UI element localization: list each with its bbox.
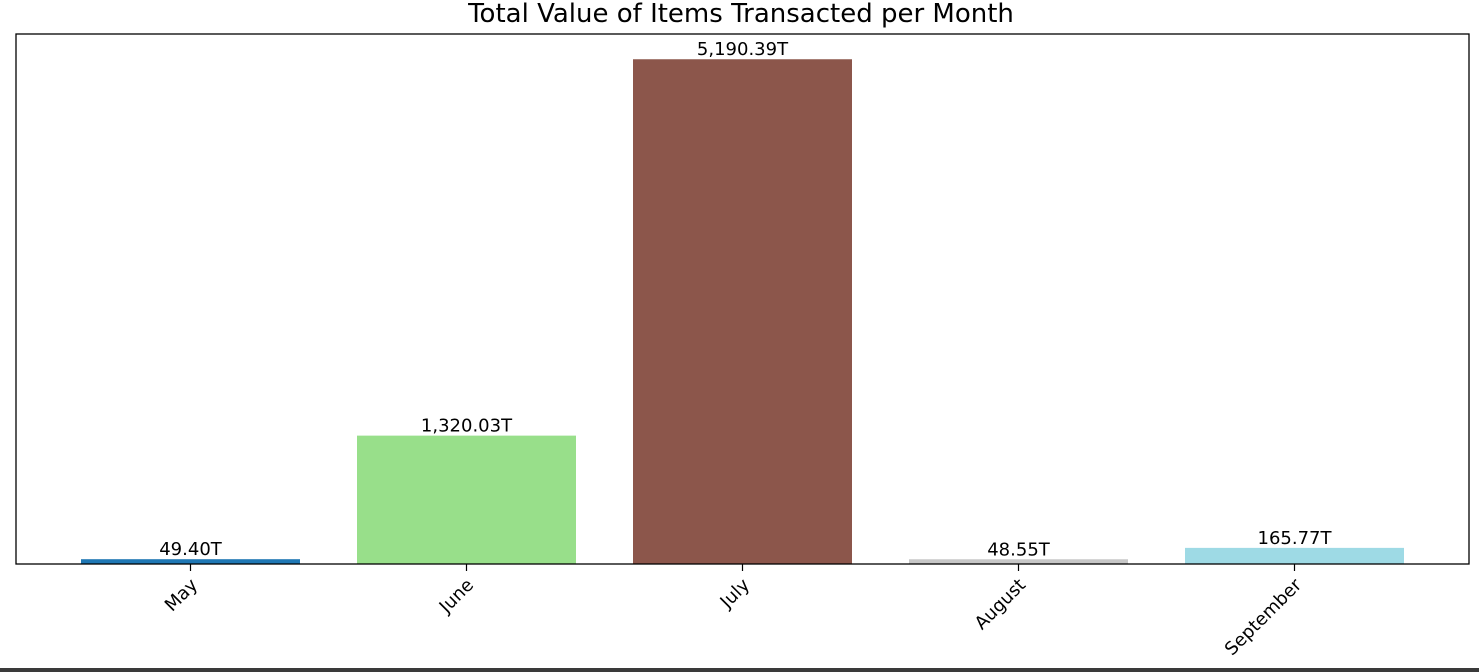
bar-value-label-july: 5,190.39T (697, 39, 789, 60)
bar-value-label-august: 48.55T (987, 539, 1051, 560)
x-tick-label-august: August (971, 575, 1030, 634)
bar-value-label-september: 165.77T (1258, 528, 1333, 549)
bars-layer (81, 59, 1404, 565)
window-bottom-border (0, 668, 1479, 672)
bar-value-label-may: 49.40T (159, 539, 223, 560)
bar-september (1185, 547, 1404, 564)
plot-frame (15, 33, 1470, 565)
bar-june (357, 435, 576, 564)
x-tick-label-september: September (1221, 574, 1307, 660)
x-tick-label-july: July (716, 574, 755, 613)
x-tick-label-may: May (161, 574, 202, 615)
x-axis-ticks: May June July August September (161, 564, 1307, 660)
bar-value-labels: 49.40T 1,320.03T 5,190.39T 48.55T 165.77T (159, 39, 1332, 560)
bar-july (633, 59, 852, 565)
bar-value-label-june: 1,320.03T (421, 416, 513, 437)
x-tick-label-june: June (435, 575, 478, 618)
bar-may (81, 559, 300, 564)
chart-title: Total Value of Items Transacted per Mont… (467, 0, 1014, 29)
bar-august (909, 559, 1128, 564)
